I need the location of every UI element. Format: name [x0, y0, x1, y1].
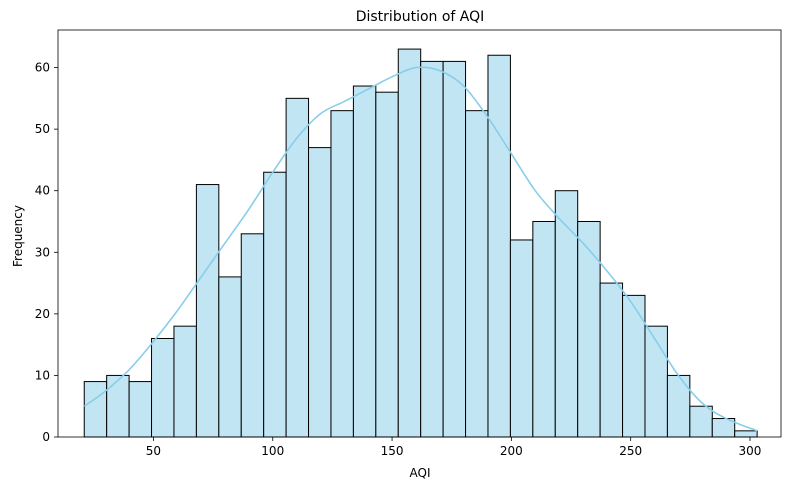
histogram-bar: [599, 282, 624, 438]
y-tick-label: 60: [35, 61, 50, 75]
y-tick-label: 50: [35, 122, 50, 136]
histogram-bar: [666, 374, 691, 438]
histogram-bar: [554, 190, 579, 438]
histogram-bar: [151, 337, 175, 438]
histogram-bar: [420, 60, 444, 438]
histogram-bar: [330, 110, 354, 438]
histogram-bar: [218, 276, 242, 438]
histogram-bar: [173, 325, 197, 438]
x-axis-ticks: 50 100 150 200 250 300: [146, 437, 762, 458]
y-tick-label: 0: [42, 430, 50, 444]
y-tick-label: 10: [35, 368, 50, 382]
histogram-bar: [83, 381, 108, 438]
plot-frame: [57, 29, 782, 438]
y-axis-label: Frequency: [11, 205, 25, 267]
histogram-bar: [352, 85, 377, 438]
histogram-bar: [308, 147, 332, 438]
histogram-bar: [577, 220, 601, 438]
kde-curve: [83, 66, 758, 432]
histogram-bar: [689, 405, 713, 438]
x-tick-label: 200: [500, 444, 523, 458]
y-tick-label: 20: [35, 307, 50, 321]
x-tick-label: 150: [381, 444, 404, 458]
x-axis-label: AQI: [410, 466, 431, 480]
histogram-bar: [734, 430, 758, 438]
histogram-bar: [442, 60, 467, 438]
histogram-bar: [465, 110, 489, 438]
histogram-bar: [397, 48, 422, 438]
histogram-bar: [128, 381, 153, 438]
x-tick-label: 100: [261, 444, 284, 458]
x-tick-label: 300: [739, 444, 762, 458]
y-tick-label: 30: [35, 245, 50, 259]
histogram-bar: [263, 171, 287, 438]
histogram-bar: [509, 239, 534, 438]
x-tick-label: 250: [619, 444, 642, 458]
chart-title: Distribution of AQI: [356, 9, 485, 25]
histogram-bar: [487, 54, 511, 438]
x-tick-label: 50: [146, 444, 161, 458]
histogram-bar: [240, 233, 265, 438]
histogram-bar: [106, 374, 130, 438]
histogram-bar: [195, 184, 220, 438]
histogram-bar: [375, 91, 399, 438]
histogram-bars: [83, 48, 758, 438]
y-axis-ticks: 0 10 20 30 40 50 60: [35, 61, 58, 444]
histogram-bar: [532, 220, 556, 438]
histogram-bar: [644, 325, 668, 438]
histogram-bar: [622, 294, 646, 438]
y-tick-label: 40: [35, 184, 50, 198]
